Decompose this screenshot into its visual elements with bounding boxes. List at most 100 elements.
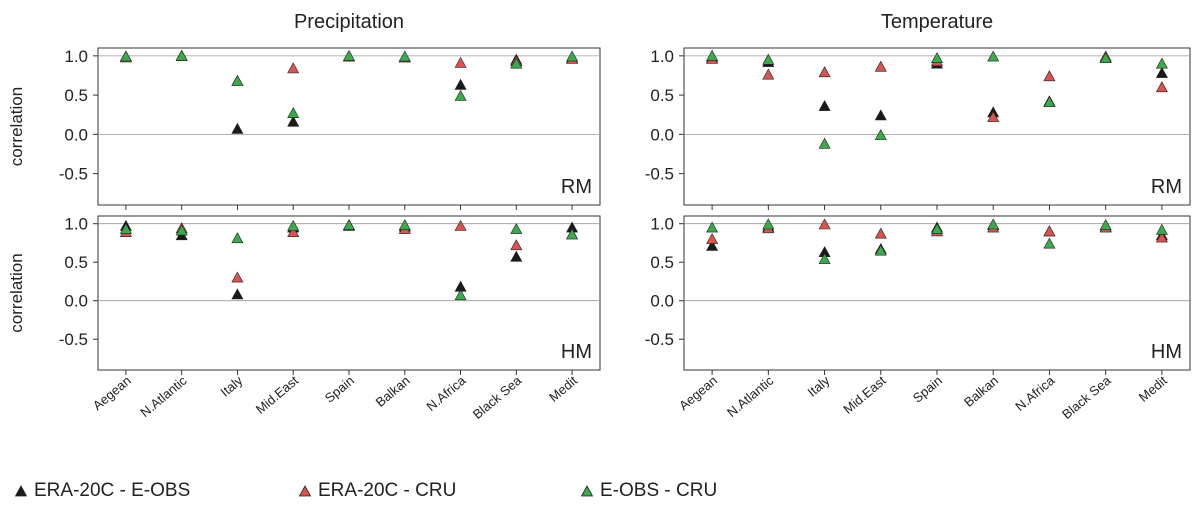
legend-marker-era20c-eobs	[14, 485, 28, 497]
marker-e-obs-cru-mid-east	[287, 107, 300, 118]
marker-e-obs-cru-italy	[818, 137, 831, 149]
marker-e-obs-cru-n-africa	[454, 89, 467, 101]
marker-e-obs-cru-aegean	[119, 222, 132, 234]
y-tick-label: 0.5	[650, 86, 674, 105]
y-tick-label: 1.0	[650, 47, 674, 66]
marker-era-20c-cru-n-atlantic	[762, 68, 775, 80]
x-tick-label-mid-east: Mid.East	[253, 373, 302, 417]
marker-era-20c-cru-mid-east	[874, 227, 887, 239]
x-tick-label-medit: Medit	[1136, 373, 1170, 405]
marker-era-20c-cru-n-africa	[454, 219, 467, 231]
legend-item-era20c-cru: ERA-20C - CRU	[298, 480, 456, 502]
marker-e-obs-cru-medit	[1155, 223, 1168, 235]
marker-era-20c-e-obs-n-africa	[454, 78, 467, 90]
y-tick-label: 0.0	[64, 125, 88, 144]
legend-item-era20c-eobs: ERA-20C - E-OBS	[14, 480, 190, 502]
x-tick-label-n-atlantic: N.Atlantic	[137, 372, 190, 420]
legend: ERA-20C - E-OBS ERA-20C - CRU E-OBS - CR…	[0, 480, 1200, 516]
marker-era-20c-cru-italy	[818, 218, 831, 230]
marker-era-20c-cru-italy	[818, 66, 831, 78]
x-tick-label-spain: Spain	[910, 373, 945, 406]
x-tick-label-mid-east: Mid.East	[840, 373, 889, 417]
x-tick-label-spain: Spain	[322, 373, 357, 406]
marker-e-obs-cru-n-atlantic	[175, 49, 188, 61]
y-tick-label: 0.0	[650, 292, 674, 311]
x-tick-label-aegean: Aegean	[90, 373, 134, 413]
x-tick-label-italy: Italy	[805, 372, 833, 399]
y-tick-label: 0.0	[650, 125, 674, 144]
marker-era-20c-cru-medit	[1155, 81, 1168, 93]
x-tick-label-black-sea: Black Sea	[1059, 372, 1114, 422]
panel-4: 1.0 0.5 0.0 -0.5 Aegean N.Atlantic Italy Mid.Ea…	[645, 215, 1191, 422]
y-tick-label: 1.0	[64, 215, 88, 234]
legend-marker-era20c-cru	[298, 485, 312, 497]
plot-frame	[97, 47, 601, 206]
marker-era-20c-cru-n-africa	[1043, 70, 1056, 82]
y-tick-label: -0.5	[59, 165, 88, 184]
panel-title: Temperature	[881, 11, 993, 33]
marker-e-obs-cru-medit	[566, 228, 579, 240]
marker-era-20c-e-obs-italy	[231, 122, 244, 134]
x-tick-label-balkan: Balkan	[373, 373, 413, 410]
legend-label: E-OBS - CRU	[600, 480, 718, 501]
x-tick-label-black-sea: Black Sea	[470, 372, 525, 422]
marker-e-obs-cru-italy	[231, 74, 244, 86]
chart-svg: 1.0 0.5 0.0 -0.5 Precipitation correlation RM 1…	[7, 11, 1191, 422]
marker-e-obs-cru-black-sea	[1099, 52, 1112, 64]
panel-label: HM	[561, 341, 592, 363]
plot-frame	[97, 215, 601, 371]
y-axis-label: correlation	[7, 87, 26, 166]
marker-e-obs-cru-medit	[1155, 57, 1168, 69]
panel-2: 1.0 0.5 0.0 -0.5 Temperature RM	[645, 11, 1191, 210]
panel-label: RM	[561, 176, 592, 198]
marker-era-20c-cru-black-sea	[510, 239, 523, 251]
marker-e-obs-cru-mid-east	[874, 128, 887, 140]
y-tick-label: 0.0	[64, 292, 88, 311]
plot-frame	[683, 47, 1191, 206]
marker-e-obs-cru-balkan	[987, 50, 1000, 62]
marker-e-obs-cru-n-atlantic	[762, 53, 775, 65]
marker-e-obs-cru-balkan	[398, 50, 411, 62]
marker-era-20c-cru-aegean	[706, 232, 719, 244]
marker-era-20c-e-obs-medit	[1155, 66, 1168, 78]
panel-label: HM	[1151, 341, 1182, 363]
marker-e-obs-cru-n-africa	[1043, 96, 1056, 107]
marker-era-20c-cru-medit	[1155, 231, 1168, 243]
legend-item-eobs-cru: E-OBS - CRU	[580, 480, 717, 502]
x-tick-label-balkan: Balkan	[961, 373, 1001, 410]
x-tick-label-medit: Medit	[546, 373, 580, 405]
marker-era-20c-e-obs-mid-east	[874, 109, 887, 121]
marker-e-obs-cru-n-atlantic	[762, 218, 775, 230]
marker-era-20c-cru-mid-east	[287, 62, 300, 74]
marker-e-obs-cru-n-africa	[1043, 237, 1056, 249]
marker-e-obs-cru-medit	[566, 50, 579, 62]
marker-era-20c-e-obs-italy	[231, 288, 244, 300]
y-tick-label: 0.5	[64, 253, 88, 272]
marker-e-obs-cru-balkan	[398, 219, 411, 230]
legend-label: ERA-20C - CRU	[318, 480, 457, 501]
marker-e-obs-cru-spain	[342, 49, 356, 61]
marker-e-obs-cru-mid-east	[874, 244, 887, 256]
marker-e-obs-cru-spain	[342, 219, 356, 230]
marker-e-obs-cru-spain	[930, 222, 944, 234]
x-tick-label-n-africa: N.Africa	[1012, 372, 1058, 414]
marker-e-obs-cru-aegean	[706, 221, 719, 233]
marker-era-20c-cru-mid-east	[287, 226, 300, 237]
y-axis-label: correlation	[7, 253, 26, 332]
marker-e-obs-cru-n-africa	[454, 289, 467, 301]
marker-e-obs-cru-aegean	[119, 50, 132, 62]
x-tick-label-italy: Italy	[217, 372, 245, 399]
panel-title: Precipitation	[294, 11, 404, 33]
legend-label: ERA-20C - E-OBS	[34, 480, 191, 501]
y-tick-label: 1.0	[650, 215, 674, 234]
y-tick-label: -0.5	[59, 330, 88, 349]
marker-e-obs-cru-aegean	[706, 49, 719, 61]
marker-e-obs-cru-spain	[930, 52, 944, 64]
marker-era-20c-e-obs-black-sea	[510, 250, 523, 262]
panel-3: 1.0 0.5 0.0 -0.5 Aegean N.Atlantic Italy Mid.Ea…	[7, 215, 601, 422]
y-tick-label: -0.5	[645, 165, 674, 184]
marker-era-20c-e-obs-italy	[818, 99, 831, 111]
x-tick-label-aegean: Aegean	[676, 373, 720, 413]
legend-marker-eobs-cru	[580, 485, 594, 497]
